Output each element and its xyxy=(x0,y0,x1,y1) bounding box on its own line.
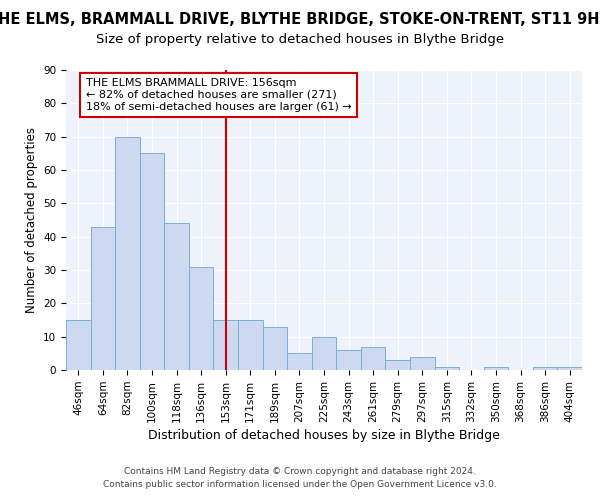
Bar xyxy=(91,226,115,370)
Bar xyxy=(557,366,582,370)
X-axis label: Distribution of detached houses by size in Blythe Bridge: Distribution of detached houses by size … xyxy=(148,429,500,442)
Bar xyxy=(312,336,336,370)
Text: THE ELMS BRAMMALL DRIVE: 156sqm
← 82% of detached houses are smaller (271)
18% o: THE ELMS BRAMMALL DRIVE: 156sqm ← 82% of… xyxy=(86,78,352,112)
Bar xyxy=(189,266,214,370)
Text: Contains HM Land Registry data © Crown copyright and database right 2024.: Contains HM Land Registry data © Crown c… xyxy=(124,467,476,476)
Bar xyxy=(385,360,410,370)
Bar xyxy=(361,346,385,370)
Bar xyxy=(287,354,312,370)
Bar xyxy=(533,366,557,370)
Bar xyxy=(164,224,189,370)
Text: THE ELMS, BRAMMALL DRIVE, BLYTHE BRIDGE, STOKE-ON-TRENT, ST11 9HH: THE ELMS, BRAMMALL DRIVE, BLYTHE BRIDGE,… xyxy=(0,12,600,28)
Y-axis label: Number of detached properties: Number of detached properties xyxy=(25,127,38,313)
Bar xyxy=(140,154,164,370)
Bar xyxy=(336,350,361,370)
Bar xyxy=(115,136,140,370)
Bar xyxy=(434,366,459,370)
Bar xyxy=(484,366,508,370)
Bar xyxy=(410,356,434,370)
Bar xyxy=(263,326,287,370)
Bar xyxy=(214,320,238,370)
Bar xyxy=(66,320,91,370)
Text: Contains public sector information licensed under the Open Government Licence v3: Contains public sector information licen… xyxy=(103,480,497,489)
Bar xyxy=(238,320,263,370)
Text: Size of property relative to detached houses in Blythe Bridge: Size of property relative to detached ho… xyxy=(96,32,504,46)
